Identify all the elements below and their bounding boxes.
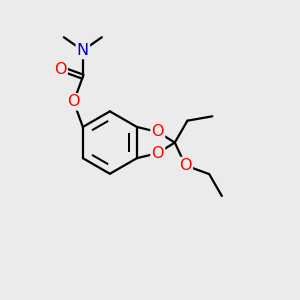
Text: N: N — [77, 43, 89, 58]
Text: O: O — [54, 61, 67, 76]
Text: O: O — [179, 158, 192, 173]
Text: O: O — [68, 94, 80, 109]
Text: O: O — [152, 146, 164, 161]
Text: O: O — [152, 124, 164, 140]
